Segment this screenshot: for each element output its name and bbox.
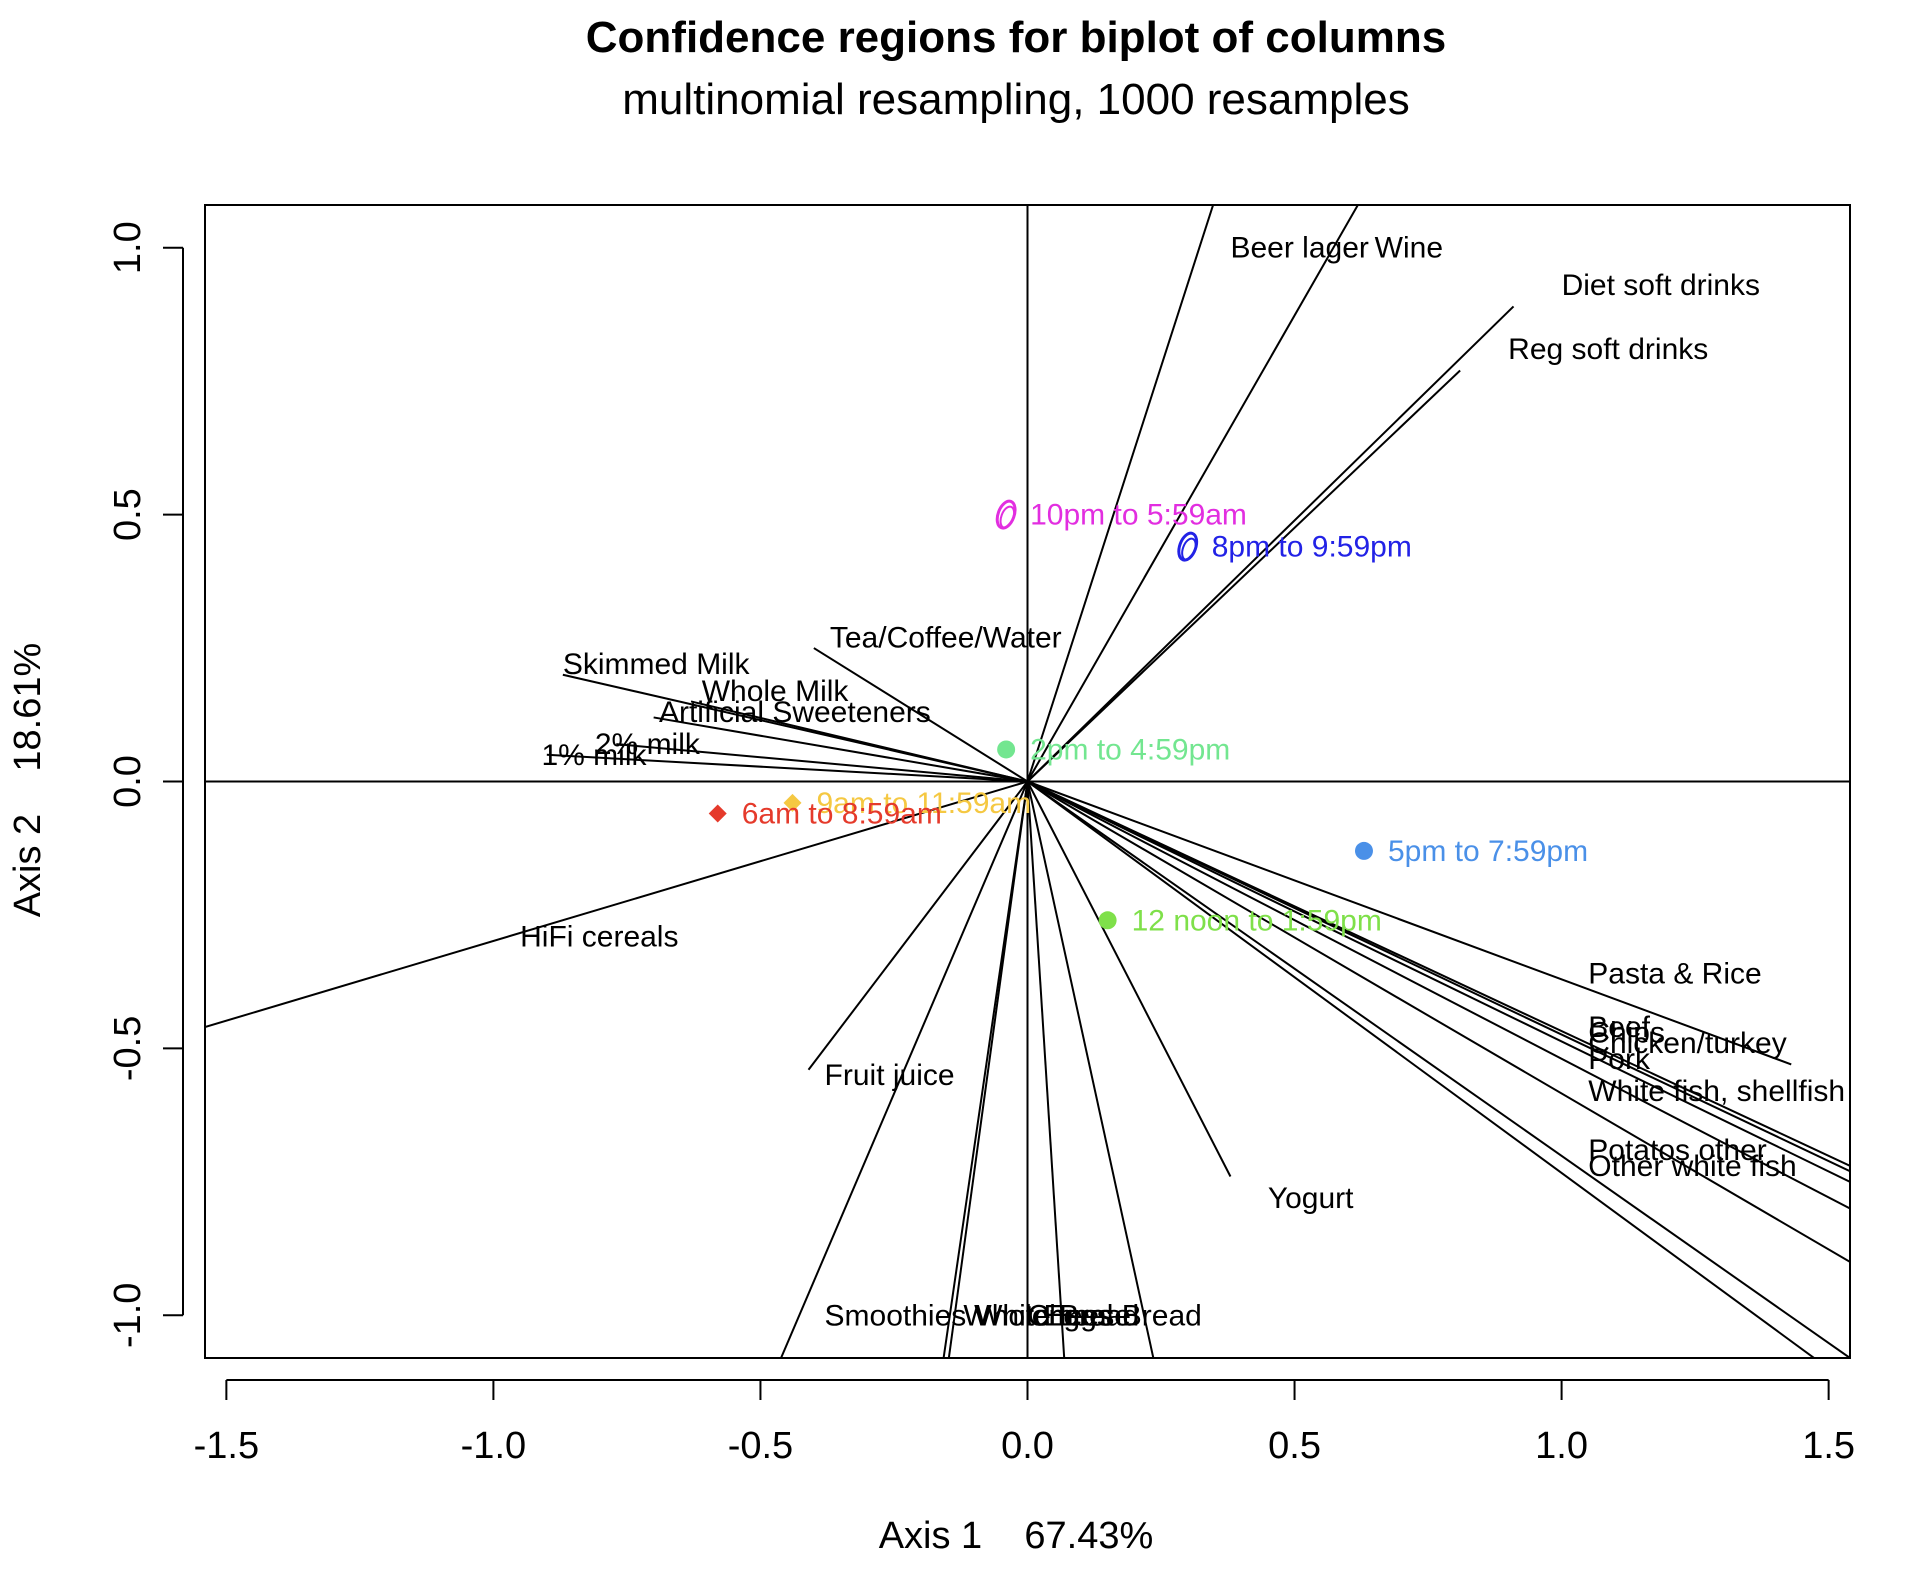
vector-label-whole-milk: Whole Milk — [702, 675, 850, 708]
vector-label-other-white-fish: Other white fish — [1588, 1150, 1796, 1183]
vector-label-beef: Beef — [1588, 1011, 1650, 1044]
vector-label-beer-lager: Beer lager — [1230, 232, 1368, 265]
vector-beer-lager — [1026, 205, 1215, 782]
vector-label-diet-soft-drinks: Diet soft drinks — [1562, 269, 1760, 302]
y-tick-label: -0.5 — [107, 1016, 149, 1081]
x-axis-title: Axis 1 67.43% — [879, 1515, 1154, 1557]
vector-label-pork: Pork — [1588, 1043, 1651, 1076]
vector-white-bread — [947, 781, 1029, 1358]
vector-2-milk — [616, 743, 1028, 783]
plot-inner: Beer lager Wine Diet soft drinks Reg soft d… — [205, 205, 1850, 1358]
vector-white-fish-shellfish — [1026, 780, 1850, 1263]
vector-label-chips: Chips — [1588, 1016, 1665, 1049]
vector-label-wine: Wine — [1375, 232, 1443, 265]
vector-fruit-juice — [807, 780, 1029, 1071]
y-tick-label: 1.0 — [107, 221, 149, 274]
vector-label-eggs: Eggs — [1044, 1299, 1112, 1332]
y-axis-title: Axis 2 18.61% — [7, 643, 49, 918]
vector-label-pasta-rice: Pasta & Rice — [1588, 958, 1761, 991]
vector-label-reg-soft-drinks: Reg soft drinks — [1508, 333, 1708, 366]
vector-1-milk — [546, 753, 1028, 783]
vector-label-white-bread: White Bread — [974, 1299, 1139, 1332]
vector-yogurt — [1026, 781, 1232, 1177]
vector-label-fruit-juice: Fruit juice — [825, 1059, 955, 1092]
vector-tea-coffee-water — [813, 647, 1029, 783]
vector-other-white-fish — [1026, 780, 1850, 1358]
vector-label-hifi-cereals: HiFi cereals — [520, 920, 678, 953]
vector-reg-soft-drinks — [1026, 369, 1461, 783]
x-tick-label: -0.5 — [728, 1425, 793, 1467]
x-tick-label: 0.5 — [1268, 1425, 1321, 1467]
point-label-2pm-to-4-59pm: 2pm to 4:59pm — [1030, 733, 1230, 766]
vector-cheese — [1026, 781, 1066, 1358]
point-label-5pm-to-7-59pm: 5pm to 7:59pm — [1388, 835, 1588, 868]
vector-chicken-turkey — [1027, 780, 1850, 1183]
plot-area: Beer lager Wine Diet soft drinks Reg soft d… — [107, 204, 1855, 1467]
vector-label-white-fish-shellfish: White fish, shellfish — [1588, 1075, 1845, 1108]
vector-artificial-sweeteners — [653, 716, 1028, 783]
point-5pm-to-7-59pm — [1354, 841, 1373, 860]
vector-label-yogurt: Yogurt — [1268, 1182, 1354, 1215]
chart-title: Confidence regions for biplot of columns — [586, 13, 1446, 62]
point-label-10pm-to-5-59am: 10pm to 5:59am — [1030, 499, 1247, 532]
vector-smoothies — [779, 781, 1029, 1358]
vector-pork — [1027, 780, 1850, 1210]
vector-wine — [1026, 205, 1360, 782]
vector-label-smoothies: Smoothies — [825, 1299, 967, 1332]
plot-frame — [204, 204, 1851, 1359]
y-tick-label: 0.5 — [107, 488, 149, 541]
chart-subtitle: multinomial resampling, 1000 resamples — [622, 75, 1409, 124]
vector-potatos-other — [1026, 780, 1816, 1358]
region-inner-10pm-to-5-59am — [999, 505, 1016, 529]
region-inner-8pm-to-9-59pm — [1181, 537, 1197, 561]
x-tick-label: 0.0 — [1001, 1425, 1054, 1467]
point-12-noon-to-1-59pm — [1098, 911, 1117, 930]
vector-label-skimmed-milk: Skimmed Milk — [563, 648, 751, 681]
x-tick-label: -1.0 — [461, 1425, 526, 1467]
point-9am-to-11-59am — [783, 793, 802, 812]
vector-label-artificial-sweeteners: Artificial Sweeteners — [659, 696, 931, 729]
vector-label-cheese: Cheese — [1028, 1299, 1131, 1332]
x-tick-label: 1.0 — [1535, 1425, 1588, 1467]
point-6am-to-8-59am — [708, 804, 727, 823]
vector-diet-soft-drinks — [1026, 305, 1515, 783]
point-label-12-noon-to-1-59pm: 12 noon to 1:59pm — [1132, 904, 1382, 937]
vector-label-1-milk: 1% milk — [541, 739, 647, 772]
x-tick-label: 1.5 — [1802, 1425, 1855, 1467]
vector-label-tea-coffee-water: Tea/Coffee/Water — [830, 621, 1062, 654]
vector-label-wholemeal-bread: Wholemeal Bread — [963, 1299, 1201, 1332]
vector-eggs — [1026, 781, 1155, 1358]
vector-pasta-rice — [1027, 780, 1792, 1066]
vector-chips — [1027, 780, 1850, 1173]
vector-label-2-milk: 2% milk — [595, 728, 701, 761]
point-label-6am-to-8-59am: 6am to 8:59am — [742, 798, 942, 831]
vector-label-potatos-other: Potatos other — [1588, 1134, 1766, 1167]
point-2pm-to-4-59pm — [997, 740, 1016, 759]
point-label-9am-to-11-59am: 9am to 11:59am — [817, 787, 1032, 820]
vector-hifi-cereals — [205, 780, 1028, 1029]
point-label-8pm-to-9-59pm: 8pm to 9:59pm — [1212, 531, 1412, 564]
vector-label-chicken-turkey: Chicken/turkey — [1588, 1027, 1786, 1060]
y-tick-label: 0.0 — [107, 755, 149, 808]
y-tick-label: -1.0 — [107, 1283, 149, 1348]
vector-whole-milk — [690, 700, 1028, 783]
x-tick-label: -1.5 — [194, 1425, 259, 1467]
